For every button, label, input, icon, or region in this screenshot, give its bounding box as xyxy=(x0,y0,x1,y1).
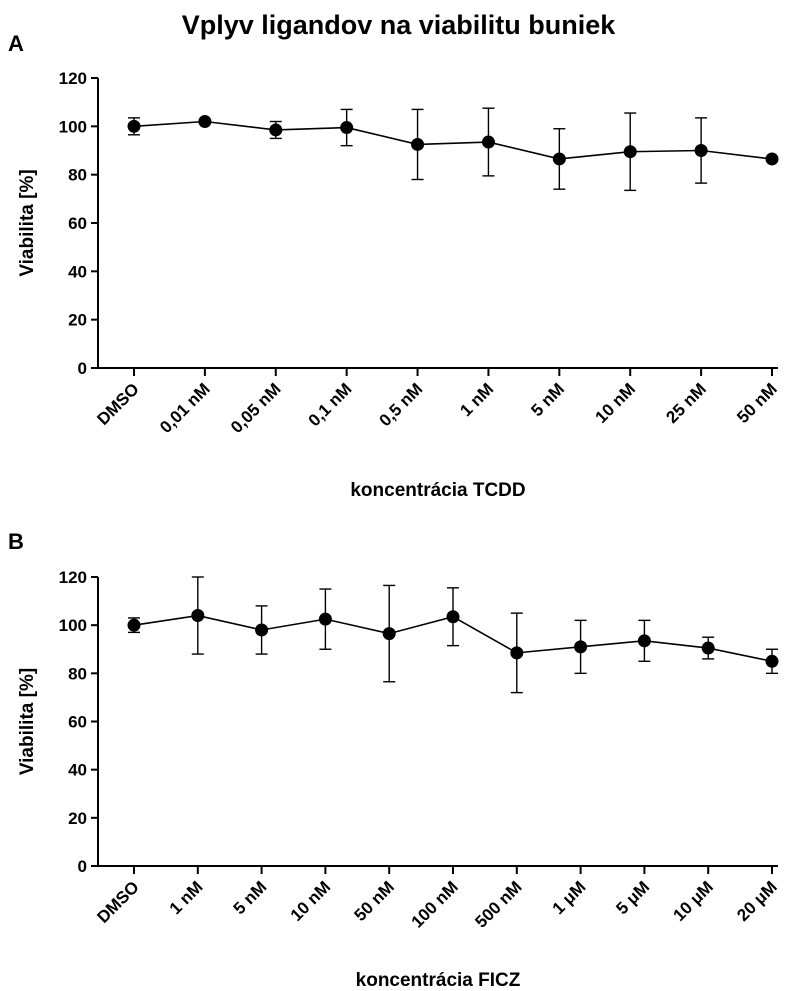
x-tick-label: 5 nM xyxy=(230,877,271,918)
y-tick-label: 60 xyxy=(68,713,87,732)
x-tick-label: 10 nM xyxy=(287,877,335,925)
y-tick-label: 0 xyxy=(78,359,87,378)
panel-label-a: A xyxy=(8,31,24,56)
chart-title: Vplyv ligandov na viabilitu buniek xyxy=(181,10,616,40)
x-tick-label: 10 μM xyxy=(670,877,718,925)
y-tick-label: 40 xyxy=(68,262,87,281)
data-point xyxy=(701,641,715,655)
data-point xyxy=(765,152,779,166)
x-tick-label: 1 μM xyxy=(549,877,590,918)
panel-label-b: B xyxy=(8,529,24,554)
y-tick-label: 80 xyxy=(68,166,87,185)
x-tick-label: 100 nM xyxy=(408,877,462,931)
data-point xyxy=(446,610,460,624)
data-point xyxy=(637,634,651,648)
x-tick-label: DMSO xyxy=(93,877,142,926)
data-point xyxy=(510,646,524,660)
y-tick-label: 60 xyxy=(68,214,87,233)
y-tick-label: 20 xyxy=(68,311,87,330)
data-point xyxy=(411,137,425,151)
x-tick-label: 500 nM xyxy=(471,877,525,931)
y-tick-label: 20 xyxy=(68,809,87,828)
data-point xyxy=(481,135,495,149)
x-axis-label: koncentrácia FICZ xyxy=(356,970,521,991)
data-point xyxy=(574,640,588,654)
y-tick-label: 120 xyxy=(59,69,87,88)
x-tick-label: 20 μM xyxy=(733,877,781,925)
data-point xyxy=(191,609,205,623)
data-point xyxy=(552,152,566,166)
data-point xyxy=(198,115,212,128)
y-tick-label: 100 xyxy=(59,117,87,136)
y-axis-label: Viabilita [%] xyxy=(17,169,38,276)
data-point xyxy=(382,627,396,641)
data-point xyxy=(127,119,141,133)
y-tick-label: 80 xyxy=(68,664,87,683)
data-point xyxy=(269,123,283,137)
data-point xyxy=(623,145,637,159)
y-tick-label: 120 xyxy=(59,568,87,587)
y-tick-label: 40 xyxy=(68,761,87,780)
x-tick-label: 1 nM xyxy=(166,877,207,918)
y-tick-label: 0 xyxy=(78,857,87,876)
y-axis-label: Viabilita [%] xyxy=(17,668,38,775)
x-tick-label: 5 μM xyxy=(612,877,653,918)
data-point xyxy=(340,121,354,135)
data-point xyxy=(318,612,332,626)
data-point xyxy=(255,623,269,637)
data-point xyxy=(765,654,779,668)
y-tick-label: 100 xyxy=(59,616,87,635)
x-tick-label: 50 nM xyxy=(351,877,399,925)
data-point xyxy=(127,618,141,632)
data-point xyxy=(694,144,708,157)
x-axis-label: koncentrácia TCDD xyxy=(350,480,525,501)
series-line xyxy=(133,120,773,160)
